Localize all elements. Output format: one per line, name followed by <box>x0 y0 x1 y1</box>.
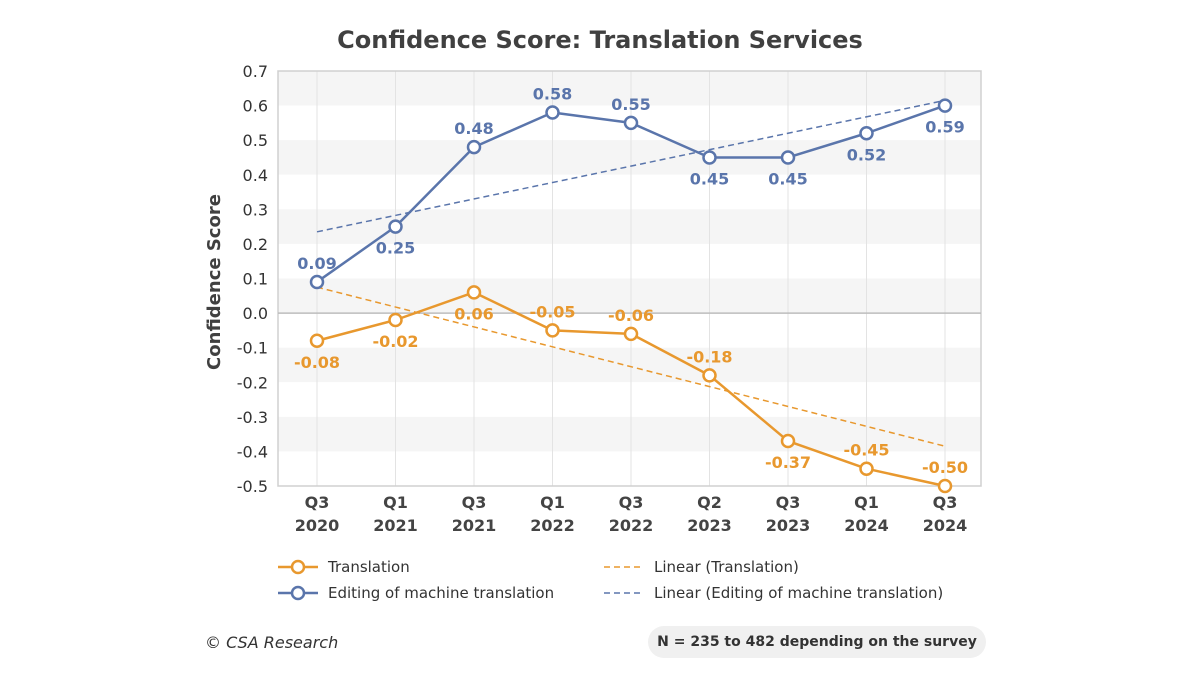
legend-marker <box>290 585 306 601</box>
data-point <box>309 333 325 348</box>
y-tick-label: 0.1 <box>243 270 268 289</box>
data-label: -0.08 <box>294 353 340 372</box>
data-label: 0.45 <box>768 169 807 188</box>
trendlines <box>316 99 946 447</box>
data-point <box>937 98 953 113</box>
grid-band <box>278 382 981 417</box>
plot-background <box>278 71 981 486</box>
legend-label: Translation <box>327 558 410 576</box>
y-axis-label: Confidence Score <box>204 194 225 370</box>
x-tick-label-quarter: Q1 <box>540 493 565 512</box>
y-tick-label: -0.3 <box>237 408 268 427</box>
data-point <box>388 312 403 328</box>
x-tick-label-quarter: Q3 <box>462 493 487 512</box>
y-tick-label: 0.5 <box>243 131 268 150</box>
plot-frame <box>277 70 982 487</box>
y-tick-label: -0.5 <box>237 477 268 496</box>
data-point <box>780 150 796 165</box>
x-tick-label-quarter: Q2 <box>697 493 722 512</box>
grid-band <box>278 347 981 383</box>
x-tick-label-year: 2024 <box>923 516 968 535</box>
x-tick-label-year: 2021 <box>373 516 418 535</box>
y-tick-label: 0.2 <box>243 235 268 254</box>
data-point <box>623 326 639 342</box>
x-tick-label-quarter: Q1 <box>854 493 879 512</box>
data-label: 0.59 <box>925 118 964 137</box>
y-tick-label: -0.2 <box>237 373 268 392</box>
x-tick-label-year: 2023 <box>766 516 811 535</box>
chart-title: Confidence Score: Translation Services <box>337 26 863 54</box>
y-tick-label: -0.4 <box>237 442 268 461</box>
y-tick-label: 0.0 <box>243 304 268 323</box>
data-label: -0.18 <box>686 347 732 366</box>
data-point <box>859 461 874 476</box>
x-tick-label-year: 2024 <box>844 516 889 535</box>
data-point <box>780 433 796 449</box>
x-tick-label-year: 2022 <box>530 516 575 535</box>
data-point <box>545 105 560 120</box>
data-point <box>466 139 482 155</box>
x-tick-label-year: 2022 <box>609 516 654 535</box>
legend-label: Linear (Editing of machine translation) <box>654 584 943 602</box>
x-tick-label-quarter: Q3 <box>305 493 330 512</box>
data-point <box>623 115 639 131</box>
y-tick-label: 0.3 <box>243 200 268 219</box>
x-tick-label-quarter: Q1 <box>383 493 408 512</box>
trendline <box>316 99 946 233</box>
data-point <box>859 126 874 141</box>
data-label: -0.45 <box>843 441 889 460</box>
data-point <box>937 478 953 494</box>
data-label: 0.55 <box>611 95 650 114</box>
trendline <box>316 286 946 447</box>
data-label: 0.48 <box>454 119 493 138</box>
y-tick-label: 0.7 <box>243 62 268 81</box>
x-tick-label-quarter: Q3 <box>619 493 644 512</box>
y-tick-label: -0.1 <box>237 339 268 358</box>
sample-size-badge: N = 235 to 482 depending on the survey <box>648 626 986 658</box>
data-point <box>545 323 560 338</box>
data-label: -0.37 <box>765 453 811 472</box>
x-tick-label-quarter: Q3 <box>776 493 801 512</box>
data-label: -0.06 <box>608 306 654 325</box>
data-label: 0.45 <box>690 169 729 188</box>
x-tick-label-year: 2021 <box>452 516 497 535</box>
data-label: 0.52 <box>847 145 886 164</box>
data-point <box>388 219 403 234</box>
data-point <box>702 368 717 383</box>
legend-label: Linear (Translation) <box>654 558 799 576</box>
data-label: 0.09 <box>297 254 336 273</box>
x-axis-ticks: Q3 2020 Q1 2021 Q3 2021 Q1 2022 Q3 2022 Q2 2023 Q3 20… <box>295 493 968 535</box>
data-label: -0.05 <box>529 302 575 321</box>
data-label: -0.50 <box>922 458 968 477</box>
data-point <box>702 150 717 165</box>
legend: Translation Editing of machine translatio… <box>278 558 943 602</box>
x-tick-label-year: 2023 <box>687 516 732 535</box>
legend-marker <box>290 559 306 575</box>
y-tick-label: 0.4 <box>243 166 268 185</box>
grid-band <box>278 174 981 210</box>
legend-label: Editing of machine translation <box>328 584 554 602</box>
copyright-text: © CSA Research <box>205 633 339 652</box>
data-label: 0.06 <box>454 304 493 323</box>
data-label: 0.58 <box>533 85 572 104</box>
x-tick-label-quarter: Q3 <box>933 493 958 512</box>
x-gridlines <box>316 71 946 486</box>
data-labels: -0.08 -0.02 0.06 -0.05 -0.06 -0.18 -0.37 -0.45 -… <box>294 85 968 478</box>
y-axis-ticks: 0.7 0.6 0.5 0.4 0.3 0.2 0.1 0.0 -0.1 -0.2 -0.3 -0.4… <box>237 62 268 496</box>
data-label: 0.25 <box>376 239 415 258</box>
series <box>309 98 953 494</box>
y-tick-label: 0.6 <box>243 97 268 116</box>
data-label: -0.02 <box>372 332 418 351</box>
data-point <box>309 274 325 290</box>
data-point <box>466 285 482 300</box>
x-tick-label-year: 2020 <box>295 516 340 535</box>
